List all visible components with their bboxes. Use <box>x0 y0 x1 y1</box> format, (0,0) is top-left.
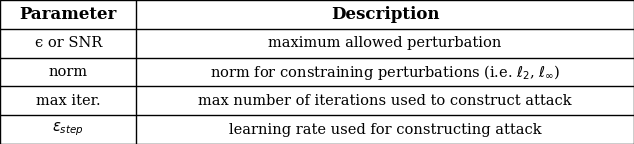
Text: $\epsilon_{step}$: $\epsilon_{step}$ <box>53 121 84 138</box>
Text: learning rate used for constructing attack: learning rate used for constructing atta… <box>229 123 541 137</box>
Text: Description: Description <box>331 6 439 23</box>
Text: norm: norm <box>49 65 87 79</box>
Text: ϵ or SNR: ϵ or SNR <box>34 36 102 50</box>
Text: max number of iterations used to construct attack: max number of iterations used to constru… <box>198 94 572 108</box>
Text: maximum allowed perturbation: maximum allowed perturbation <box>268 36 502 50</box>
Text: max iter.: max iter. <box>36 94 100 108</box>
Text: Parameter: Parameter <box>20 6 117 23</box>
Text: norm for constraining perturbations (i.e. $\ell_2$, $\ell_\infty$): norm for constraining perturbations (i.e… <box>210 62 560 82</box>
